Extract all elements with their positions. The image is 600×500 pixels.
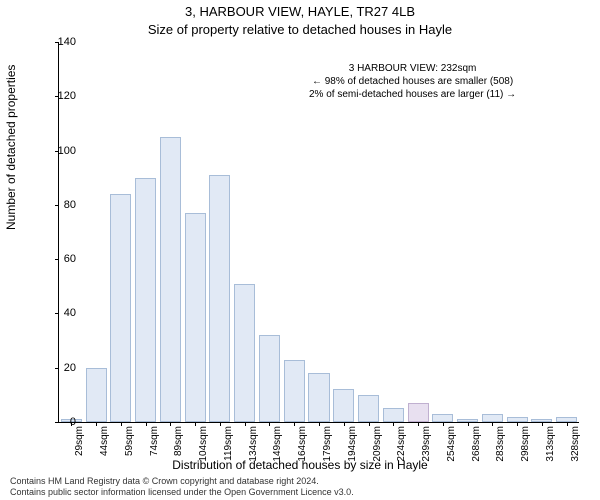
- histogram-bar: [432, 414, 453, 422]
- x-tick-label: 134sqm: [248, 426, 259, 462]
- x-tick-label: 104sqm: [198, 426, 209, 462]
- x-tick-mark: [443, 422, 444, 426]
- footer-line2: Contains public sector information licen…: [10, 487, 354, 498]
- x-tick-mark: [468, 422, 469, 426]
- x-tick-label: 194sqm: [347, 426, 358, 462]
- x-tick-label: 149sqm: [272, 426, 283, 462]
- y-tick-label: 100: [46, 145, 76, 157]
- x-tick-mark: [542, 422, 543, 426]
- y-tick-label: 40: [46, 307, 76, 319]
- x-tick-mark: [121, 422, 122, 426]
- histogram-bar: [383, 408, 404, 422]
- y-tick-label: 140: [46, 36, 76, 48]
- x-tick-mark: [146, 422, 147, 426]
- y-axis-label: Number of detached properties: [4, 65, 18, 230]
- x-tick-mark: [170, 422, 171, 426]
- histogram-bar: [284, 360, 305, 422]
- y-tick-label: 0: [46, 416, 76, 428]
- x-tick-label: 44sqm: [99, 426, 110, 456]
- x-tick-mark: [96, 422, 97, 426]
- x-tick-label: 283sqm: [495, 426, 506, 462]
- annotation-line2: ← 98% of detached houses are smaller (50…: [309, 75, 516, 88]
- x-tick-label: 313sqm: [545, 426, 556, 462]
- x-tick-mark: [369, 422, 370, 426]
- x-tick-label: 209sqm: [372, 426, 383, 462]
- x-tick-label: 224sqm: [396, 426, 407, 462]
- x-tick-mark: [269, 422, 270, 426]
- histogram-bar: [185, 213, 206, 422]
- histogram-bar: [234, 284, 255, 422]
- chart-title-line1: 3, HARBOUR VIEW, HAYLE, TR27 4LB: [0, 4, 600, 19]
- chart-annotation: 3 HARBOUR VIEW: 232sqm← 98% of detached …: [309, 62, 516, 101]
- x-tick-mark: [294, 422, 295, 426]
- x-tick-label: 179sqm: [322, 426, 333, 462]
- y-tick-label: 120: [46, 90, 76, 102]
- x-tick-mark: [393, 422, 394, 426]
- annotation-line3: 2% of semi-detached houses are larger (1…: [309, 88, 516, 101]
- x-tick-label: 254sqm: [446, 426, 457, 462]
- x-tick-label: 298sqm: [520, 426, 531, 462]
- y-tick-label: 60: [46, 253, 76, 265]
- x-tick-mark: [245, 422, 246, 426]
- x-tick-label: 239sqm: [421, 426, 432, 462]
- histogram-bar: [110, 194, 131, 422]
- x-tick-label: 59sqm: [124, 426, 135, 456]
- chart-title-line2: Size of property relative to detached ho…: [0, 22, 600, 37]
- histogram-bar: [160, 137, 181, 422]
- histogram-bar: [358, 395, 379, 422]
- histogram-bar-highlighted: [408, 403, 429, 422]
- footer-line1: Contains HM Land Registry data © Crown c…: [10, 476, 354, 487]
- x-tick-mark: [418, 422, 419, 426]
- histogram-bar: [86, 368, 107, 422]
- x-tick-label: 164sqm: [297, 426, 308, 462]
- annotation-line1: 3 HARBOUR VIEW: 232sqm: [309, 62, 516, 75]
- x-tick-mark: [492, 422, 493, 426]
- x-tick-label: 119sqm: [223, 426, 234, 461]
- histogram-bar: [209, 175, 230, 422]
- x-tick-label: 74sqm: [149, 426, 160, 456]
- x-tick-mark: [517, 422, 518, 426]
- x-tick-mark: [567, 422, 568, 426]
- y-tick-label: 80: [46, 199, 76, 211]
- histogram-bar: [259, 335, 280, 422]
- histogram-bar: [135, 178, 156, 422]
- x-tick-label: 29sqm: [74, 426, 85, 456]
- chart-container: 3, HARBOUR VIEW, HAYLE, TR27 4LB Size of…: [0, 0, 600, 500]
- x-tick-label: 89sqm: [173, 426, 184, 456]
- x-tick-mark: [319, 422, 320, 426]
- x-tick-label: 328sqm: [570, 426, 581, 462]
- footer-attribution: Contains HM Land Registry data © Crown c…: [10, 476, 354, 498]
- y-tick-label: 20: [46, 362, 76, 374]
- histogram-bar: [308, 373, 329, 422]
- x-tick-mark: [220, 422, 221, 426]
- x-axis-label: Distribution of detached houses by size …: [0, 458, 600, 472]
- x-tick-label: 268sqm: [471, 426, 482, 462]
- x-tick-mark: [195, 422, 196, 426]
- x-tick-mark: [344, 422, 345, 426]
- plot-area: 29sqm44sqm59sqm74sqm89sqm104sqm119sqm134…: [58, 42, 579, 423]
- histogram-bar: [482, 414, 503, 422]
- histogram-bar: [333, 389, 354, 422]
